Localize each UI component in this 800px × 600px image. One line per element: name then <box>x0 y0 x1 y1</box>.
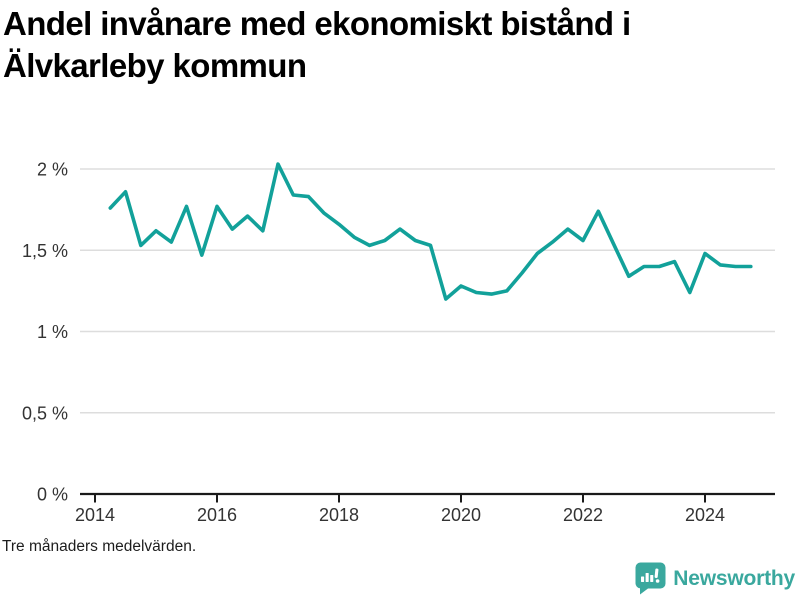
x-axis-label: 2024 <box>685 505 725 525</box>
y-axis-labels: 0 % 0,5 % 1 % 1,5 % 2 % <box>22 160 68 505</box>
y-axis-label: 1 % <box>37 322 68 342</box>
y-axis-label: 1,5 % <box>22 241 68 261</box>
y-axis-label: 0 % <box>37 485 68 505</box>
x-axis-label: 2022 <box>563 505 603 525</box>
chart-title-line2: Älvkarleby kommun <box>3 46 307 84</box>
y-axis-label: 2 % <box>37 160 68 180</box>
x-axis-label: 2014 <box>75 505 115 525</box>
logo-bar-chart-glyph <box>641 568 660 583</box>
newsworthy-logo-text: Newsworthy <box>673 566 795 590</box>
footnote: Tre månaders medelvärden. <box>2 538 197 555</box>
x-axis-label: 2016 <box>197 505 237 525</box>
x-axis-label: 2020 <box>441 505 481 525</box>
gridlines <box>80 168 775 496</box>
chart-title-line1: Andel invånare med ekonomiskt bistånd i <box>3 5 631 42</box>
data-line-series <box>108 162 753 301</box>
newsworthy-logo-icon <box>635 562 666 595</box>
y-axis-label: 0,5 % <box>22 403 68 423</box>
chart-title: Andel invånare med ekonomiskt bistånd i … <box>3 3 631 86</box>
line-chart-canvas: 0 % 0,5 % 1 % 1,5 % 2 % 2014 2016 2018 2020 2022… <box>22 160 775 525</box>
newsworthy-logo[interactable]: Newsworthy <box>635 562 795 595</box>
x-axis-label: 2018 <box>319 505 359 525</box>
x-axis: 2014 2016 2018 2020 2022 2024 <box>75 494 725 525</box>
